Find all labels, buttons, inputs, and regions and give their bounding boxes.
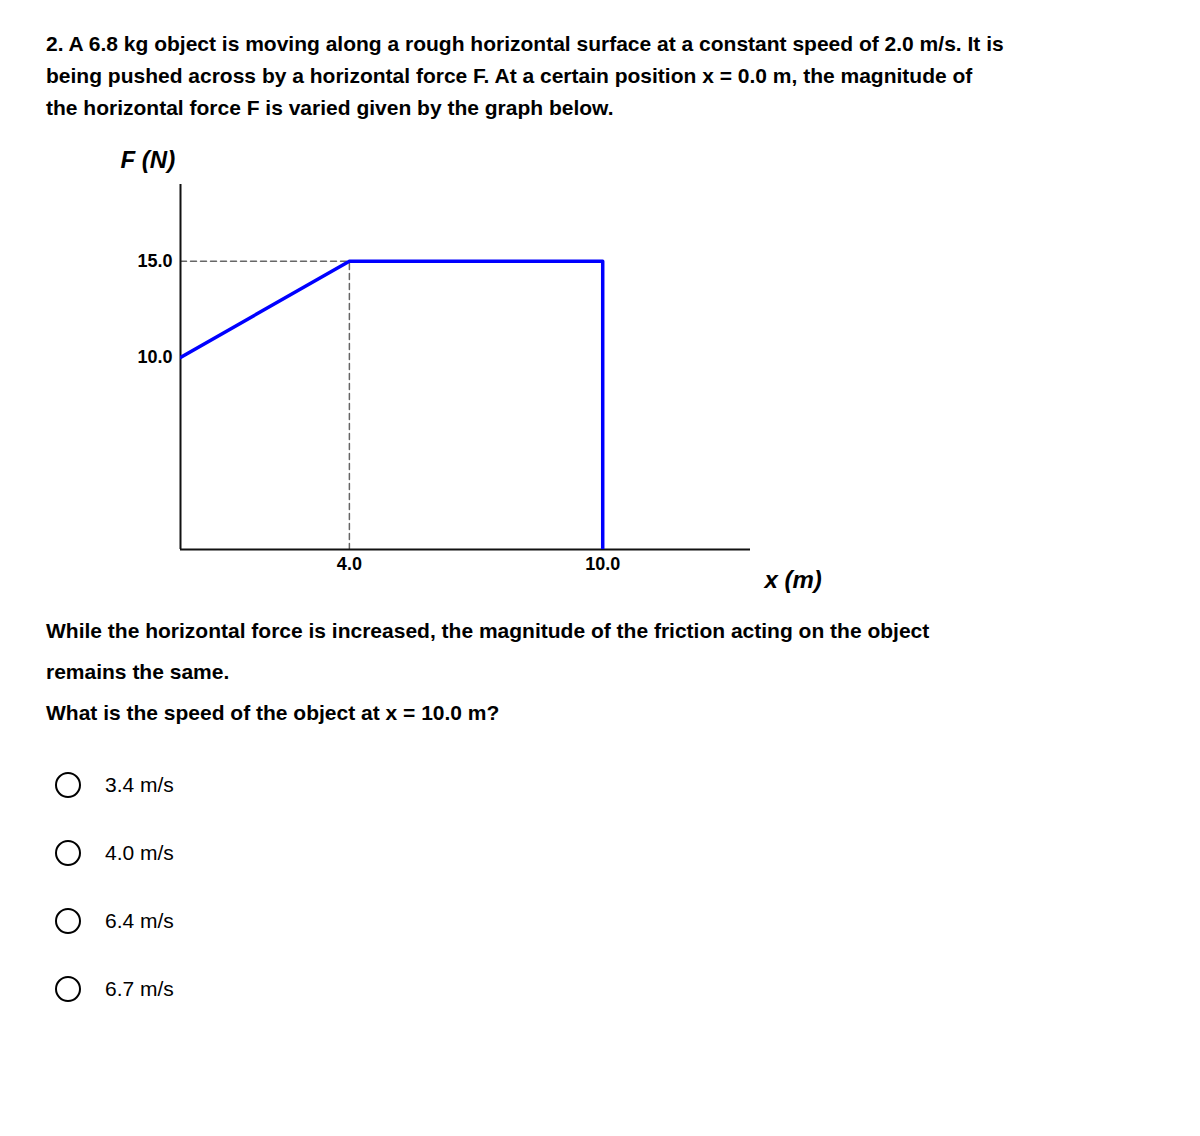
html-text:the horizontal force F is vari: the horizontal force F is varied given b…: [46, 96, 614, 119]
html-text:4.0 m/s: 4.0 m/s: [105, 841, 174, 864]
html-text:3.4 m/s: 3.4 m/s: [105, 773, 174, 796]
html-text:2. A 6.8 kg object is moving a: 2. A 6.8 kg object is moving along a rou…: [46, 32, 1004, 55]
svg-text:4.0: 4.0: [337, 554, 362, 574]
svg-text:10.0: 10.0: [137, 347, 172, 367]
html-text:being pushed across by a horiz: being pushed across by a horizontal forc…: [46, 64, 973, 87]
html-text:6.4 m/s: 6.4 m/s: [105, 909, 174, 932]
svg-text:10.0: 10.0: [585, 554, 620, 574]
svg-text:15.0: 15.0: [137, 251, 172, 271]
html-text:6.7 m/s: 6.7 m/s: [105, 977, 174, 1000]
html-text:While the horizontal force is: While the horizontal force is increased,…: [46, 619, 930, 642]
html-text:remains the same.: remains the same.: [46, 660, 230, 683]
svg-text:F (N): F (N): [121, 146, 176, 173]
html-text:What is the speed of the objec: What is the speed of the object at x = 1…: [46, 701, 500, 724]
svg-text:x (m): x (m): [763, 566, 822, 593]
